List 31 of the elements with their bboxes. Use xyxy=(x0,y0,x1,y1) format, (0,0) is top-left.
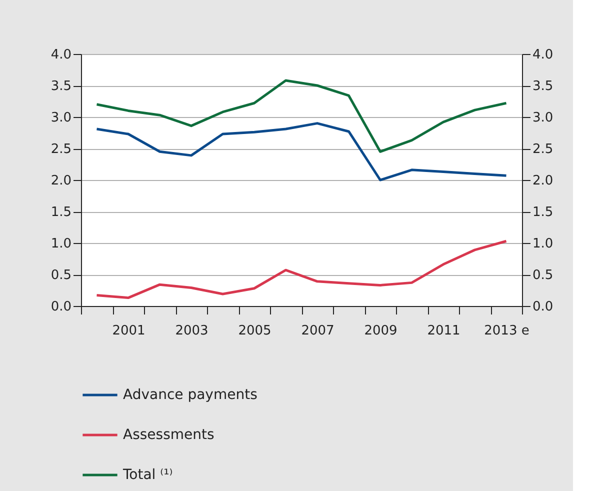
y2-tick-label: 3.0 xyxy=(532,110,554,126)
y2-tick-label: 3.5 xyxy=(532,79,554,94)
y-tick-label: 0.5 xyxy=(50,268,72,283)
legend-label: Advance payments xyxy=(123,387,258,403)
legend-label: Assessments xyxy=(123,427,214,443)
y2-tick-label: 0.0 xyxy=(532,300,554,314)
y-tick-label: 1.5 xyxy=(50,205,72,220)
x-tick-label: 2011 xyxy=(427,324,460,338)
y-tick-label: 2.0 xyxy=(50,174,72,188)
y2-tick-label: 0.5 xyxy=(532,268,554,283)
x-tick-label: 2003 xyxy=(175,324,208,338)
legend-label: Total ⁽¹⁾ xyxy=(122,467,173,483)
y2-tick-label: 2.5 xyxy=(532,142,554,157)
x-tick-label: 2001 xyxy=(112,324,146,338)
y-tick-label: 0.0 xyxy=(50,300,72,314)
y2-tick-label: 4.0 xyxy=(532,48,554,62)
x-tick-label: 2009 xyxy=(364,324,398,338)
line-series xyxy=(96,240,508,300)
y2-tick-label: 1.0 xyxy=(532,236,554,252)
x-tick-label: 2013 e xyxy=(484,324,530,338)
line-series xyxy=(96,79,508,153)
y-tick-label: 3.5 xyxy=(50,79,72,94)
y-tick-label: 4.0 xyxy=(50,48,72,62)
x-tick-label: 2007 xyxy=(301,324,334,338)
y2-tick-label: 2.0 xyxy=(532,174,554,188)
line-series xyxy=(96,122,508,182)
y-tick-label: 1.0 xyxy=(50,236,72,252)
y-tick-label: 3.0 xyxy=(50,110,72,126)
x-tick-label: 2005 xyxy=(238,324,272,338)
y2-tick-label: 1.5 xyxy=(532,205,554,220)
y-tick-label: 2.5 xyxy=(50,142,72,157)
